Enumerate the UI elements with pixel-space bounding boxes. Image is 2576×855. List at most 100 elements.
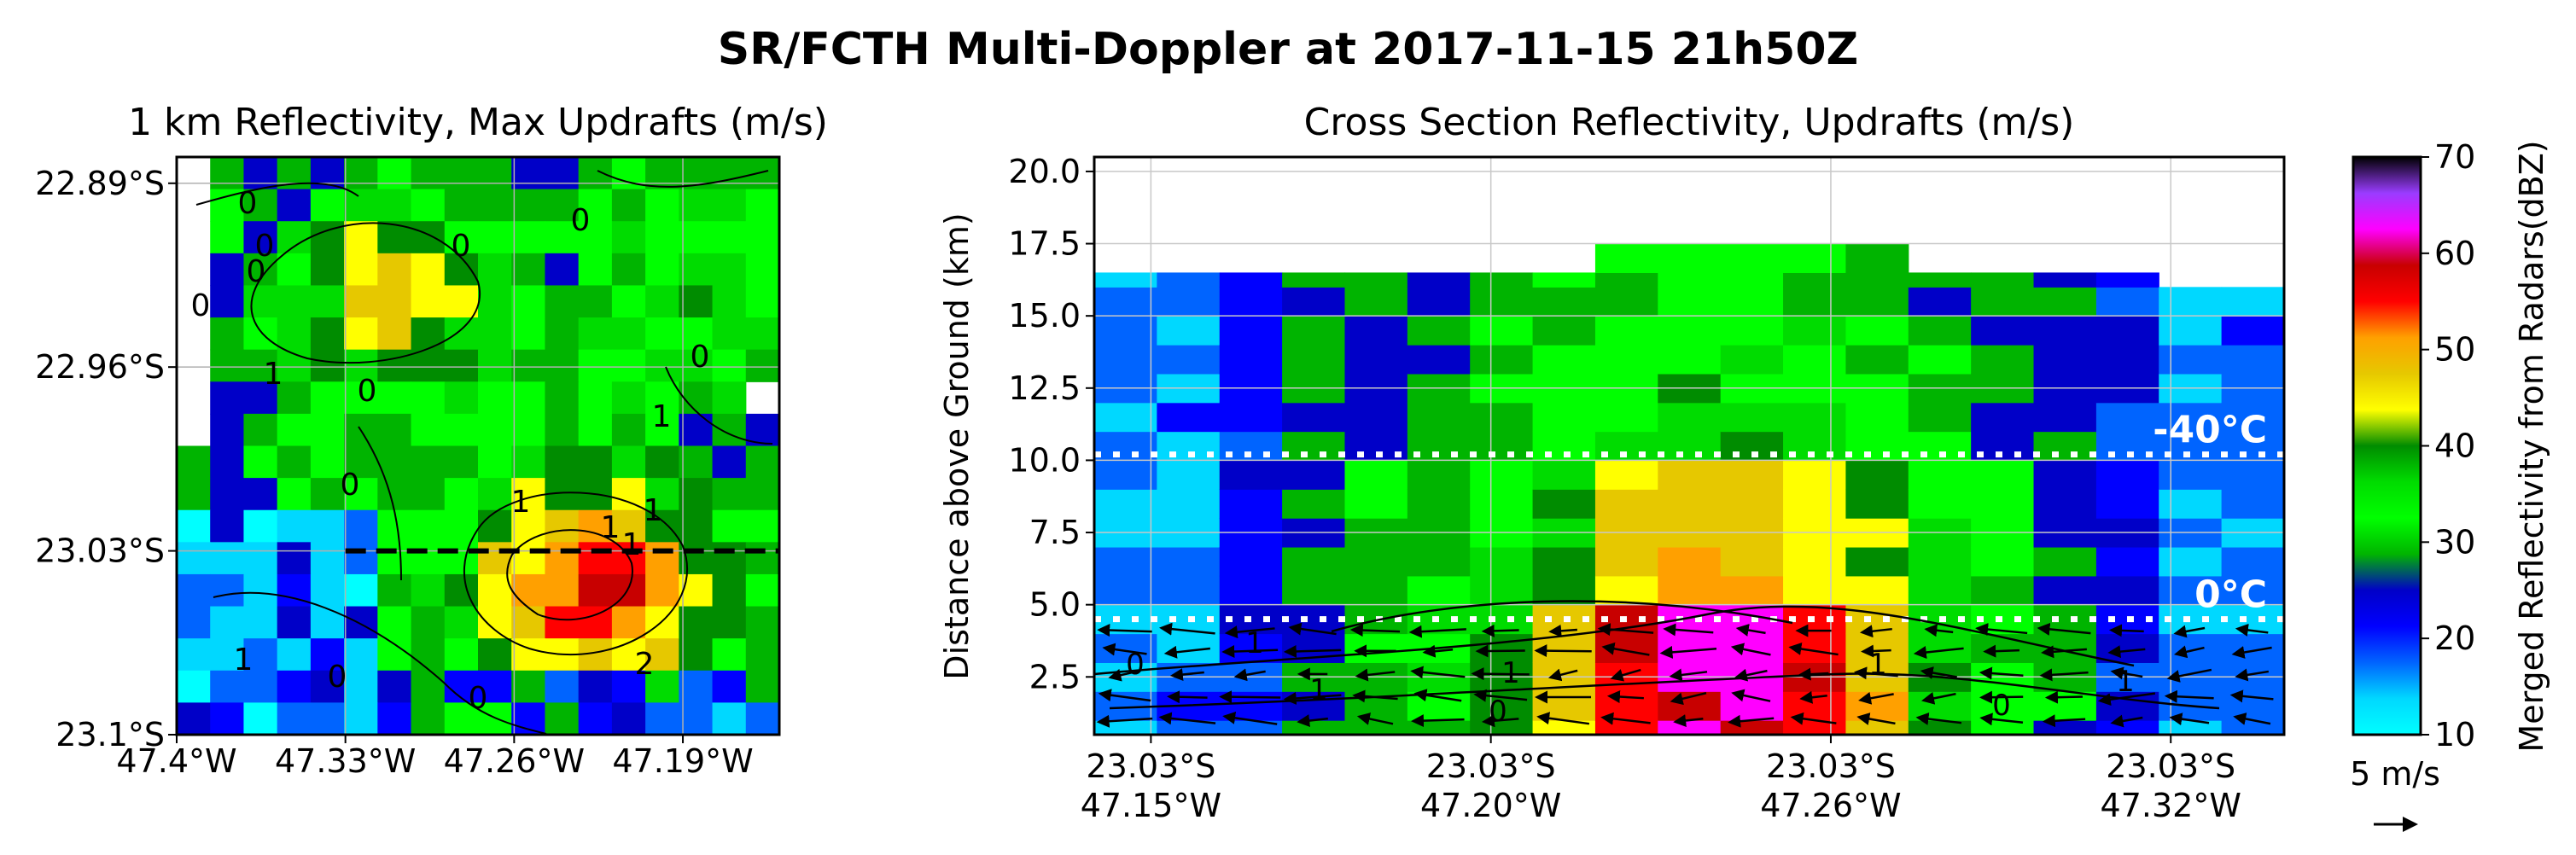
cross-section-cell	[1407, 575, 1471, 606]
plan-view-cell	[712, 157, 747, 190]
plan-view-x-tick-label: 47.33°W	[275, 742, 416, 780]
colorbar-tick-label: 30	[2434, 523, 2475, 561]
plan-view-cell	[177, 509, 211, 543]
cross-section-y-ticks: 2.5 5.0 7.5 10.0 12.5 15.0 17.5 20.0	[1008, 153, 1094, 695]
plan-view-contour	[665, 366, 773, 445]
cross-section-cell	[1094, 402, 1157, 433]
colorbar-bar	[2352, 155, 2422, 736]
plan-view-cell	[210, 638, 245, 672]
cross-section-contour-label: 1	[2116, 665, 2135, 699]
cross-section-cell	[2221, 575, 2284, 606]
cross-section-cell	[1282, 720, 1346, 735]
cross-section-cell	[1594, 345, 1658, 375]
cross-section-cell	[2221, 691, 2284, 721]
wind-vector	[2173, 625, 2206, 638]
plan-view-cell	[210, 670, 245, 703]
cross-section-cell	[1845, 575, 1909, 606]
cross-section-y-tick-label: 5.0	[1029, 586, 1081, 624]
plan-view-cell	[645, 381, 679, 415]
cross-section-cell	[2033, 431, 2097, 462]
wind-vector	[1731, 689, 1771, 702]
plan-view-contour-label: 0	[341, 468, 360, 503]
plan-view-cell	[411, 606, 446, 639]
plan-view-cell	[411, 702, 446, 735]
wind-vector	[2108, 624, 2144, 637]
cross-section-cell	[1344, 633, 1408, 663]
wind-vector	[1534, 644, 1592, 658]
plan-view-cell	[511, 445, 546, 479]
plan-view-cell	[310, 445, 345, 479]
plan-view-cell	[478, 413, 512, 447]
plan-view-contour-label: 0	[691, 340, 710, 375]
plan-view-cell	[277, 702, 312, 735]
plan-view-cell	[310, 478, 345, 511]
cross-section-cell	[1783, 720, 1847, 735]
plan-view-cell	[712, 381, 747, 415]
plan-view-cell	[377, 413, 412, 447]
plan-view-cell	[578, 445, 613, 479]
plan-view-cell	[411, 285, 446, 318]
plan-view-cell	[377, 253, 412, 287]
plan-view-cell	[344, 317, 378, 351]
plan-view-cell	[611, 702, 646, 735]
cross-section-cell	[1157, 460, 1221, 490]
plan-view-cell	[243, 702, 278, 735]
cross-section-cell	[1783, 691, 1847, 721]
plan-view-cell	[712, 253, 747, 287]
plan-view-cell	[679, 670, 714, 703]
plan-view-cell	[478, 445, 512, 479]
cross-section-cell	[1783, 402, 1847, 433]
cross-section-cell	[1971, 272, 2035, 288]
cross-section-contour	[1109, 672, 2220, 710]
colorbar-tick-label: 10	[2434, 716, 2475, 753]
cross-section-cell	[1157, 316, 1221, 346]
plan-view-cell	[377, 157, 412, 190]
plan-view-cell	[679, 478, 714, 511]
plan-view-frame	[175, 155, 781, 736]
plan-view-cell	[411, 189, 446, 222]
cross-section-cell	[1658, 272, 1722, 288]
plan-view-cell	[611, 638, 646, 672]
cross-section-cell	[1282, 431, 1346, 462]
cross-section-cell	[2033, 460, 2097, 490]
cross-section-contour-label: 0	[1489, 695, 1507, 729]
wind-vectors	[1096, 622, 2274, 728]
cross-section-cell	[1094, 316, 1157, 346]
cross-section-cell	[1783, 316, 1847, 346]
plan-view-cell	[210, 606, 245, 639]
plan-view-cell	[277, 189, 312, 222]
plan-view-x-tick-label: 47.19°W	[612, 742, 753, 780]
cross-section-cell	[1407, 489, 1471, 519]
cross-section-cell	[1720, 272, 1784, 288]
cross-section-cell	[2095, 489, 2159, 519]
cross-section-cell	[2221, 316, 2284, 346]
plan-view-cell	[478, 638, 512, 672]
cross-section-cell	[1282, 345, 1346, 375]
plan-view-cell	[277, 413, 312, 447]
cross-section-cell	[1971, 489, 2035, 519]
wind-vector	[1861, 644, 1891, 658]
plan-view-cell	[645, 253, 679, 287]
quiver-key-label: 5 m/s	[2350, 755, 2440, 793]
wind-vector	[1915, 712, 1962, 725]
plan-view-cell	[611, 606, 646, 639]
cross-section-cell	[1845, 489, 1909, 519]
wind-vector	[1349, 624, 1401, 637]
cross-section-cell	[1908, 546, 1972, 577]
cross-section-cell	[1783, 489, 1847, 519]
plan-view-contour-label: 0	[255, 229, 275, 264]
cross-section-cell	[1971, 287, 2035, 317]
cross-section-cell	[1845, 720, 1909, 735]
plan-view-cell	[210, 509, 245, 543]
cross-section-cell	[1282, 460, 1346, 490]
cross-section-cell	[1219, 316, 1283, 346]
plan-view-cell	[645, 670, 679, 703]
cross-section-cell	[1594, 575, 1658, 606]
plan-view-cell	[377, 573, 412, 608]
plan-view-cell	[277, 285, 312, 318]
wind-vector	[1548, 624, 1577, 637]
plan-view-cell	[310, 349, 345, 382]
wind-vector	[1536, 712, 1590, 725]
cross-section-cell	[1470, 604, 1534, 635]
cross-section-cell	[1532, 460, 1596, 490]
